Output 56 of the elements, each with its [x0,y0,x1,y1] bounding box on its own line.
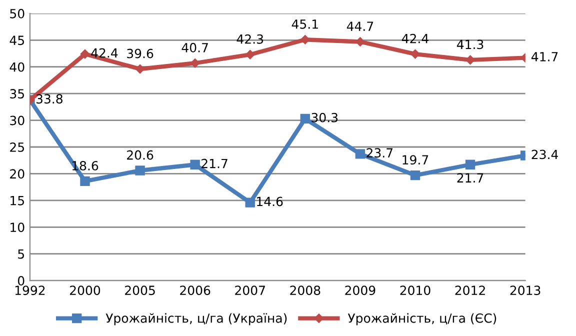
data-label: 42.4 [402,34,428,44]
y-tick-label: 45 [10,36,24,46]
point [190,160,200,170]
data-label: 19.7 [402,155,428,165]
y-tick-label: 5 [18,249,24,259]
point [410,49,420,59]
point [410,170,420,180]
data-label: 39.6 [127,48,154,58]
data-label: 42.3 [236,34,264,44]
legend-label: Урожайність, ц/га (Україна) [106,313,287,326]
x-tick-label: 2009 [345,286,376,296]
data-label: 40.7 [182,42,208,52]
point [300,114,310,124]
x-tick-label: 2008 [290,286,320,296]
y-tick-label: 15 [10,196,24,206]
point [135,64,145,74]
y-tick-label: 20 [10,169,24,179]
x-tick-label: 2013 [510,286,540,296]
data-label: 23.7 [366,148,393,158]
data-label: 42.4 [91,48,118,58]
data-label: 45.1 [292,20,318,29]
point [190,58,200,68]
data-label: 33.8 [36,94,62,104]
x-tick-label: 2000 [70,286,100,296]
point [465,160,476,170]
point [300,34,310,44]
data-label: 44.7 [346,22,374,31]
point [135,166,145,176]
x-tick-label: 2006 [180,286,210,296]
x-tick-label: 2005 [125,286,155,296]
x-tick-label: 1992 [15,286,45,296]
data-label: 20.6 [127,150,154,160]
point [355,149,366,159]
point [245,198,255,208]
legend-label: Урожайність, ц/га (ЄС) [348,313,496,326]
data-label: 14.6 [257,196,283,206]
point [80,49,90,59]
y-tick-label: 10 [10,222,24,232]
data-label: 41.7 [531,52,558,62]
y-tick-label: 40 [10,62,24,72]
y-tick-label: 35 [10,89,24,99]
point [245,50,255,60]
data-label: 21.7 [202,158,228,168]
data-label: 21.7 [457,173,484,182]
data-label: 30.3 [312,112,338,122]
x-tick-label: 2012 [455,286,485,296]
x-tick-label: 2007 [235,286,265,296]
y-tick-label: 25 [10,142,24,152]
y-tick-label: 0 [18,276,24,286]
y-tick-label: 30 [10,116,24,126]
data-label: 23.4 [532,150,558,160]
data-label: 41.3 [456,40,484,50]
point [80,176,90,186]
x-tick-label: 2010 [400,286,430,296]
point [466,55,475,65]
y-tick-label: 50 [10,8,24,18]
